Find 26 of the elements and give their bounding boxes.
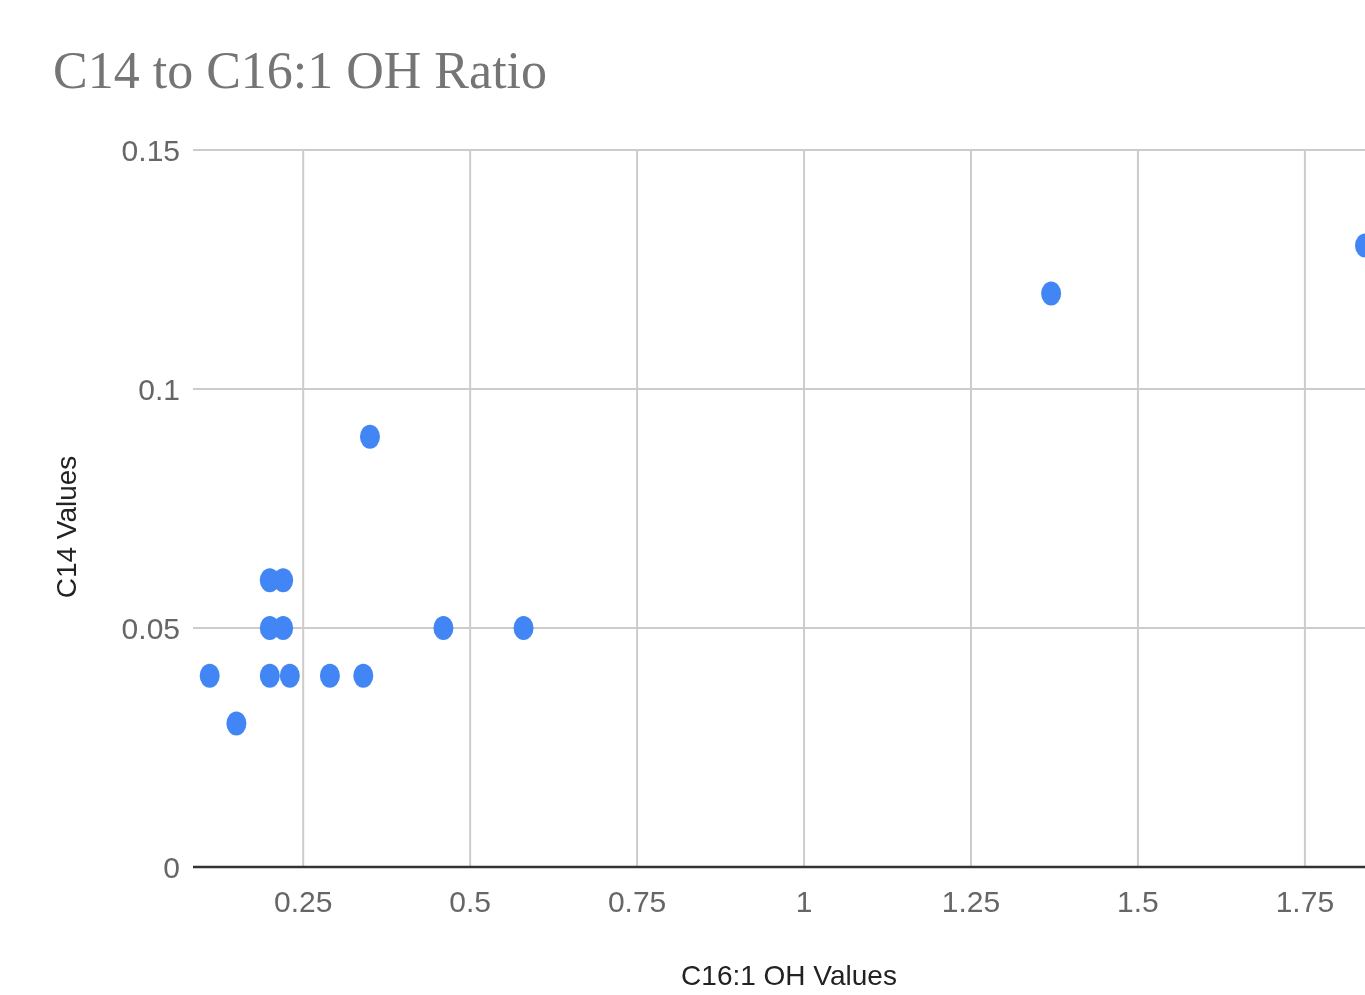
x-tick-label: 1: [795, 885, 813, 918]
y-tick-label: 0: [163, 851, 180, 884]
point: [273, 568, 294, 593]
point: [433, 616, 454, 640]
x-tick-label: 1.5: [1117, 885, 1159, 918]
x-axis-title: C16:1 OH Values: [681, 960, 897, 991]
x-tick-label: 1.25: [941, 885, 1001, 918]
y-tick-label: 0.1: [138, 373, 180, 406]
point: [319, 663, 340, 688]
point: [226, 711, 247, 736]
y-axis-title: C14 Values: [51, 455, 82, 599]
point: [279, 663, 300, 688]
y-tick-label: 0.15: [121, 134, 180, 167]
point: [1041, 281, 1062, 306]
x-tick-label: 0.5: [449, 885, 491, 918]
x-tick-label: 0.25: [273, 885, 333, 918]
x-tick-label: 0.75: [607, 885, 667, 918]
x-tick-label: 1.75: [1275, 885, 1335, 918]
point: [273, 616, 294, 640]
point: [259, 663, 280, 688]
chart-title: C14 to C16:1 OH Ratio: [53, 42, 548, 99]
y-tick-label: 0.05: [121, 612, 180, 645]
point: [513, 616, 534, 640]
point: [353, 663, 374, 688]
point: [359, 424, 380, 449]
point: [199, 663, 220, 688]
